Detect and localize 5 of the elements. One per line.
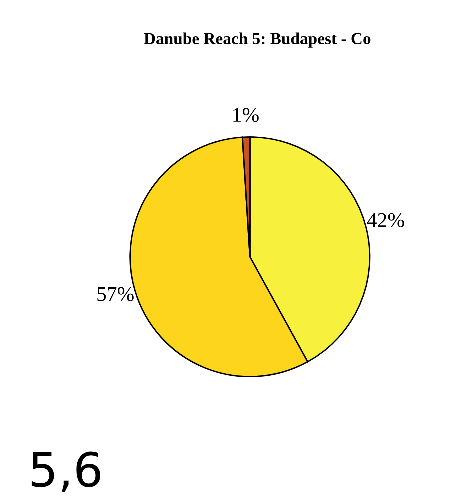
text: 5,6 xyxy=(32,452,100,492)
data-label: 42% xyxy=(367,213,404,228)
chart-title: Danube Reach 5: Budapest - Co xyxy=(144,32,371,48)
data-label: 57% xyxy=(98,287,134,302)
data-label: 1% xyxy=(234,108,259,122)
